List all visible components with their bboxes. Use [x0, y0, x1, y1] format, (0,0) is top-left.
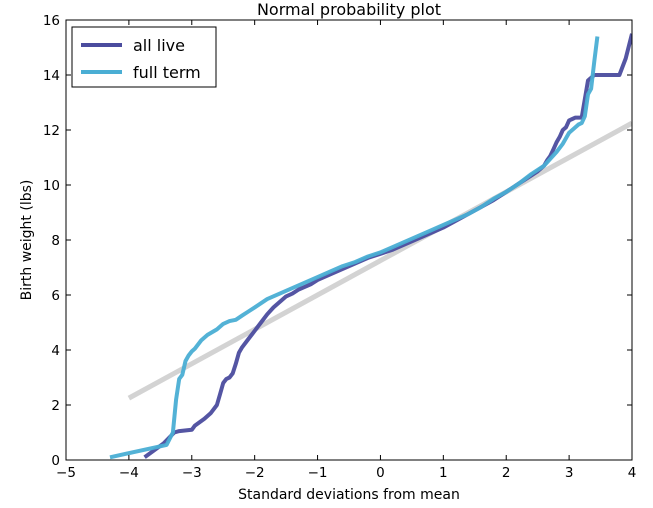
y-tick-label: 6 [51, 288, 60, 304]
y-tick-label: 4 [51, 343, 60, 359]
x-tick-label: −1 [308, 465, 328, 481]
x-axis-label: Standard deviations from mean [238, 487, 460, 503]
plot-marks [109, 33, 632, 460]
series-line-full-term [109, 36, 600, 460]
x-tick-label: 1 [439, 465, 448, 481]
x-tick-label: 2 [502, 465, 511, 481]
x-tick-label: −4 [119, 465, 139, 481]
series-line-all-live [143, 33, 632, 459]
legend-label: all live [133, 36, 185, 55]
y-tick-label: 10 [43, 178, 60, 194]
legend-label: full term [133, 63, 201, 82]
y-tick-label: 0 [51, 453, 60, 469]
y-tick-label: 12 [43, 123, 60, 139]
x-tick-label: 4 [628, 465, 637, 481]
chart-title: Normal probability plot [257, 0, 441, 19]
x-tick-label: −5 [56, 465, 76, 481]
x-tick-label: −3 [182, 465, 202, 481]
y-tick-label: 2 [51, 398, 60, 414]
y-tick-label: 16 [43, 13, 60, 29]
x-tick-label: 3 [565, 465, 574, 481]
x-tick-label: −2 [245, 465, 265, 481]
y-tick-label: 8 [51, 233, 60, 249]
legend-box [71, 26, 217, 88]
legend: all live full term [71, 26, 217, 88]
y-tick-label: 14 [43, 68, 60, 84]
x-tick-label: 0 [376, 465, 385, 481]
y-axis-label: Birth weight (lbs) [19, 180, 35, 301]
reference-line [127, 120, 632, 401]
